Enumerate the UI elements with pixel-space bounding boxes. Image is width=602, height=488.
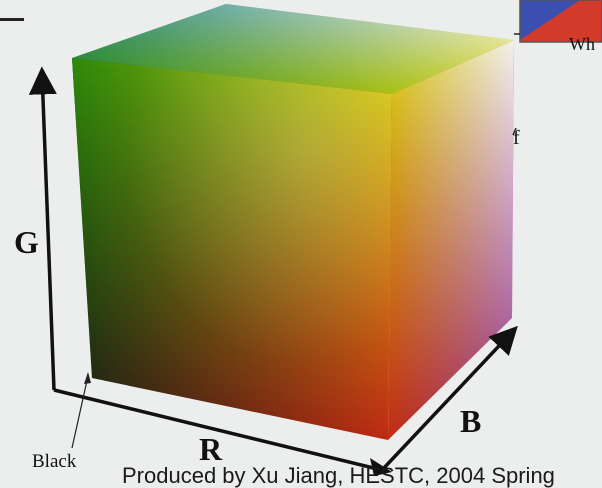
footer-caption: Produced by Xu Jiang, HESTC, 2004 Spring (122, 463, 555, 488)
black-pointer-head (84, 372, 91, 384)
r-axis-arrowhead (370, 458, 392, 476)
g-axis-arrow (28, 66, 57, 391)
title-rule (0, 18, 24, 21)
cube-right-face (388, 40, 514, 440)
rgb-cube-diagram (0, 0, 602, 476)
side-tick-1 (512, 127, 517, 136)
g-axis-label: G (14, 224, 39, 260)
black-corner-label: Black (32, 451, 77, 472)
b-axis-arrow (380, 325, 518, 472)
cube-front-face (72, 58, 392, 440)
stray-glyph: f (513, 127, 520, 149)
r-axis-label: R (199, 431, 223, 467)
white-corner-label: Wh (569, 34, 595, 54)
inset-picture (519, 0, 602, 43)
r-axis-line (53, 388, 383, 472)
black-pointer (71, 375, 89, 449)
b-axis-label: B (460, 403, 482, 439)
